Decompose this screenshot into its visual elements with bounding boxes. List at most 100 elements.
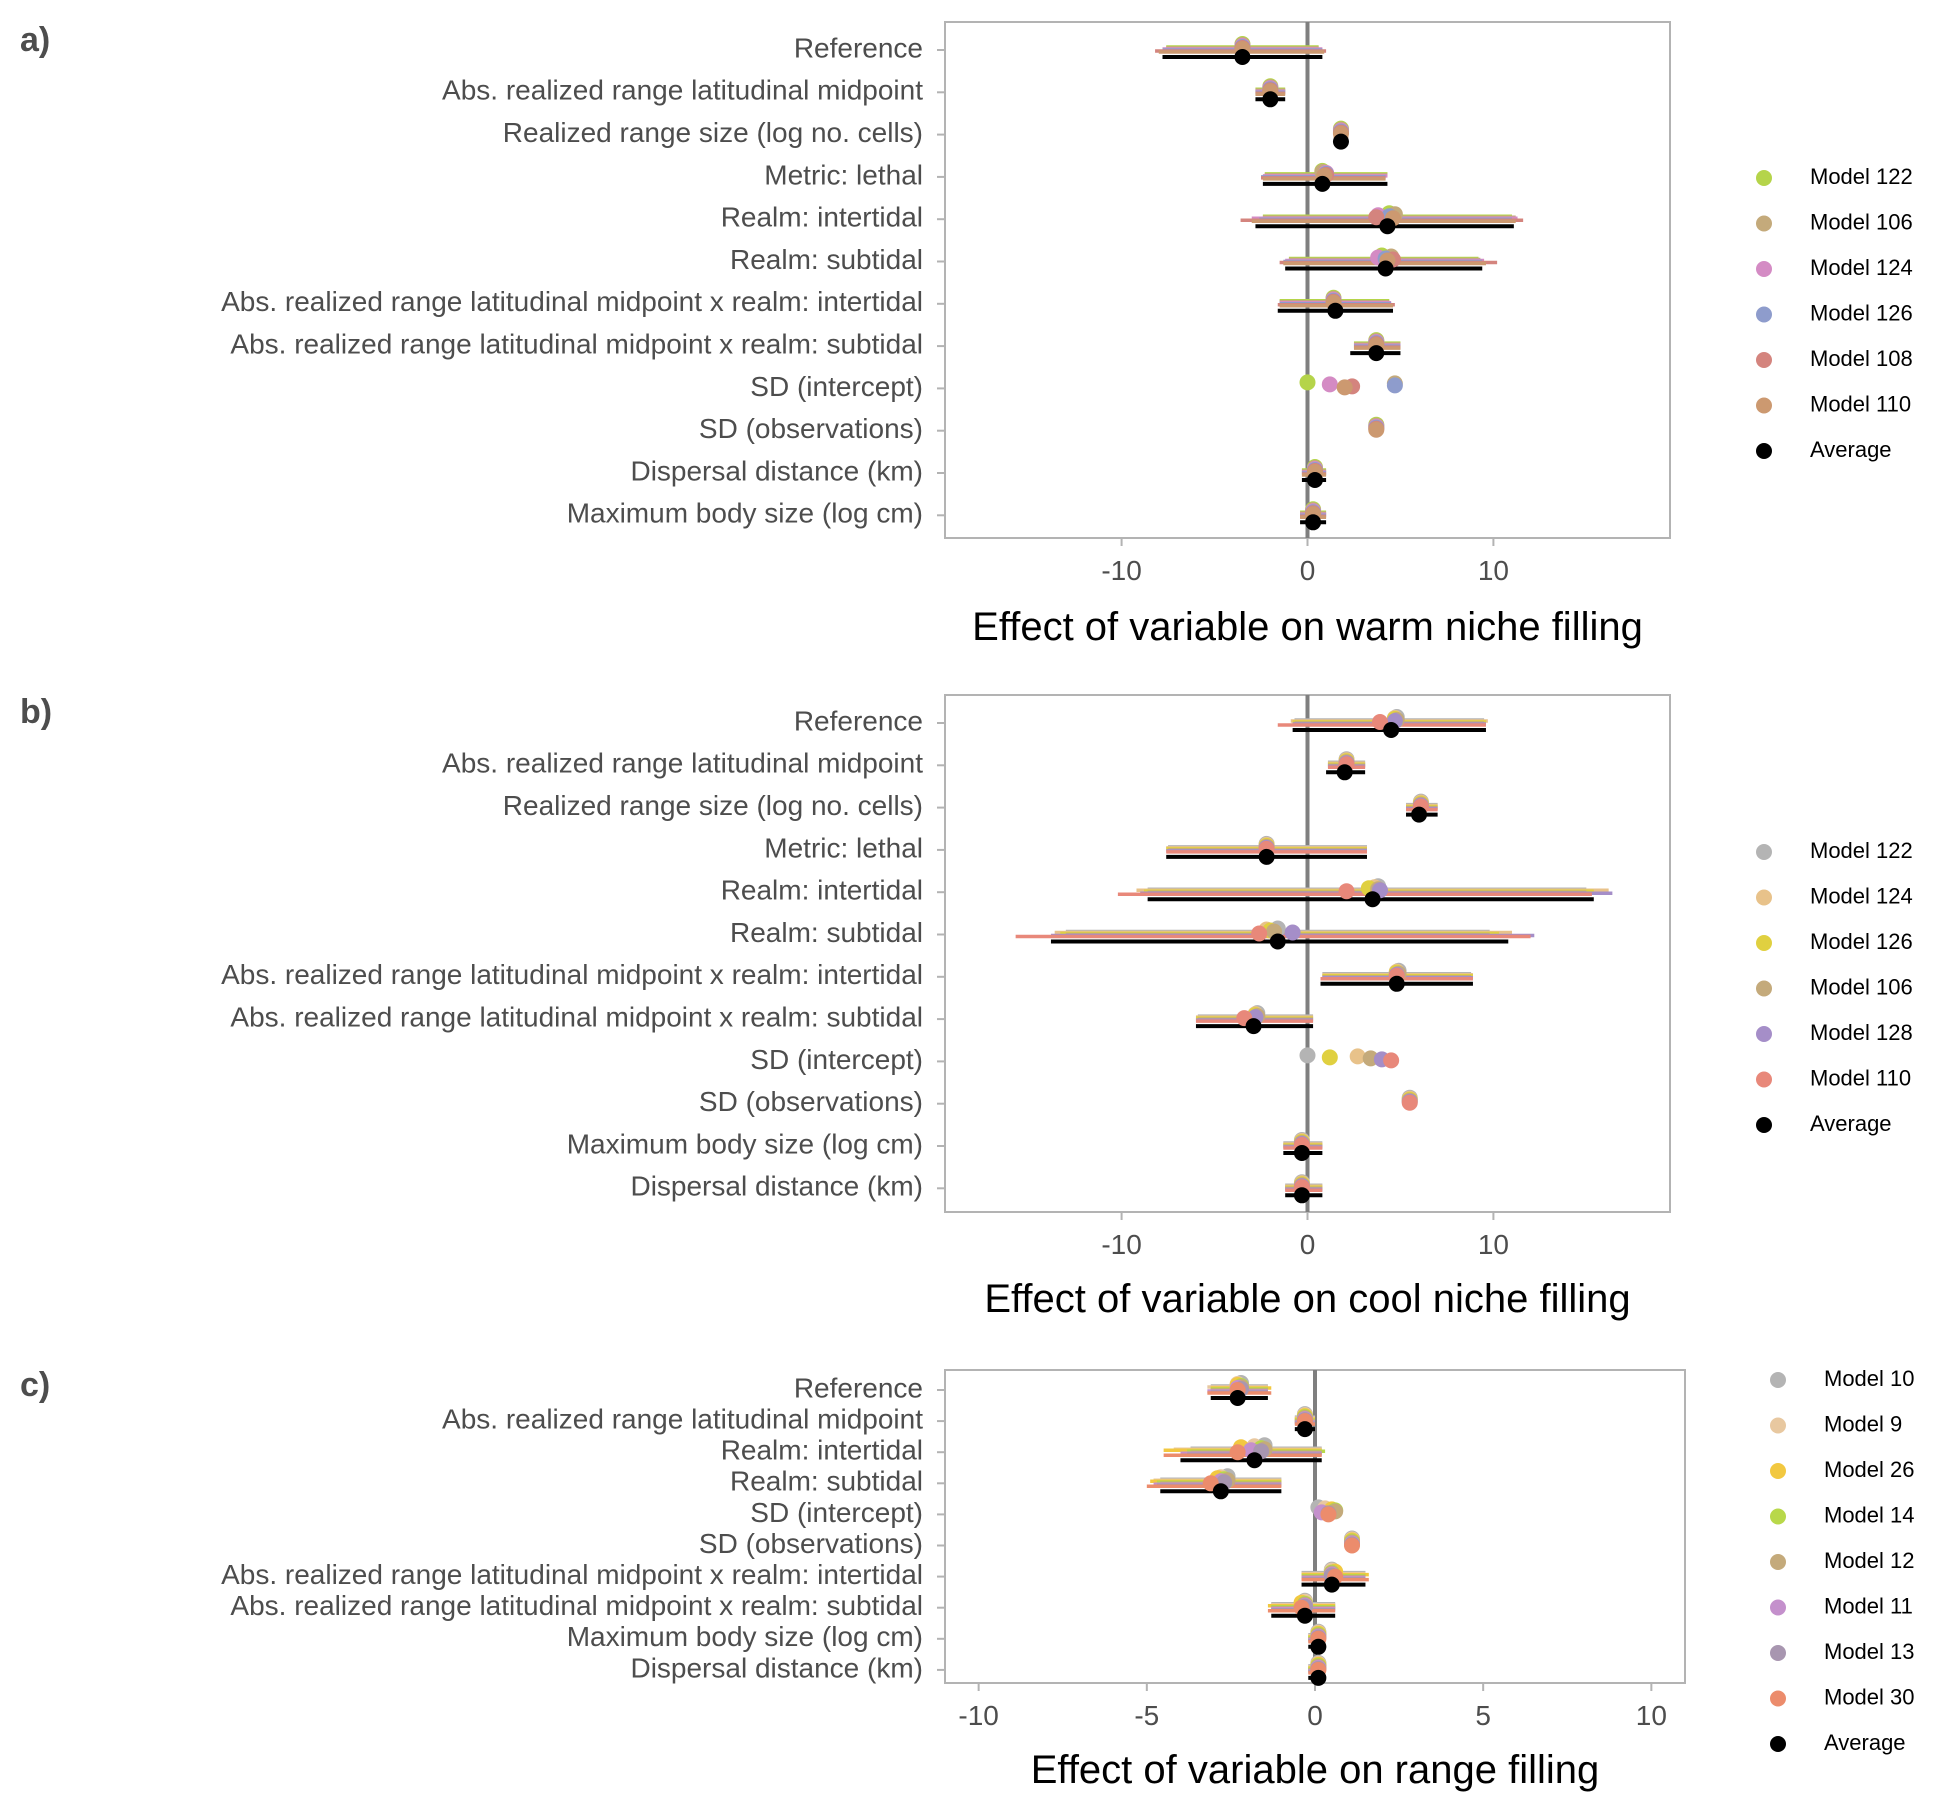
y-tick-label: SD (intercept): [750, 1044, 923, 1075]
legend-key: [1756, 889, 1772, 906]
estimate-point: [1293, 1187, 1310, 1204]
estimate-point: [1349, 1048, 1366, 1065]
estimate-point: [1336, 764, 1353, 781]
estimate-point: [1299, 1047, 1316, 1064]
legend-key: [1770, 1554, 1786, 1570]
estimate-point: [1234, 49, 1251, 65]
estimate-point: [1269, 933, 1286, 950]
legend-key: [1756, 170, 1772, 186]
legend-label: Model 9: [1824, 1411, 1902, 1436]
legend-label: Model 12: [1824, 1548, 1915, 1573]
legend-label: Model 126: [1810, 929, 1913, 954]
y-tick-label: Realized range size (log no. cells): [503, 117, 923, 148]
y-tick-label: Dispersal distance (km): [630, 1171, 923, 1202]
estimate-point: [1368, 421, 1385, 438]
legend-key: [1756, 261, 1772, 277]
estimate-point: [1305, 514, 1322, 531]
estimate-point: [1372, 714, 1388, 730]
legend-label: Model 126: [1810, 300, 1913, 325]
legend-label: Model 30: [1824, 1684, 1915, 1709]
estimate-point: [1364, 891, 1381, 908]
legend-key: [1756, 844, 1772, 860]
y-tick-label: Maximum body size (log cm): [567, 1621, 923, 1652]
x-tick-label: -10: [958, 1700, 998, 1731]
legend-label: Average: [1810, 437, 1892, 462]
x-tick-label: 10: [1478, 555, 1509, 586]
legend-label: Model 10: [1824, 1366, 1915, 1391]
x-tick-label: -5: [1134, 1700, 1159, 1731]
estimate-point: [1246, 1452, 1263, 1469]
y-tick-label: Reference: [794, 705, 923, 736]
y-tick-label: Abs. realized range latitudinal midpoint…: [230, 1590, 923, 1621]
estimate-point: [1314, 175, 1331, 192]
estimate-point: [1377, 260, 1394, 277]
legend-key: [1756, 1026, 1772, 1042]
legend-key: [1756, 397, 1772, 414]
y-tick-label: Realized range size (log no. cells): [503, 790, 923, 821]
legend-label: Model 124: [1810, 255, 1913, 280]
y-tick-label: Abs. realized range latitudinal midpoint: [442, 75, 923, 106]
x-tick-label: 0: [1300, 1229, 1316, 1260]
y-tick-label: SD (intercept): [750, 371, 923, 402]
estimate-point: [1321, 1049, 1338, 1066]
y-tick-label: Realm: intertidal: [721, 1435, 923, 1466]
y-tick-label: Realm: subtidal: [730, 917, 923, 948]
legend-key: [1756, 215, 1772, 232]
y-tick-label: Reference: [794, 1372, 923, 1403]
legend-label: Model 13: [1824, 1639, 1915, 1664]
x-axis-label: Effect of variable on warm niche filling: [972, 605, 1643, 649]
y-tick-label: Dispersal distance (km): [630, 1652, 923, 1683]
y-tick-label: Abs. realized range latitudinal midpoint…: [230, 328, 923, 359]
x-tick-label: 0: [1307, 1700, 1323, 1731]
legend-key: [1756, 1071, 1772, 1088]
y-tick-label: SD (observations): [699, 413, 923, 444]
estimate-point: [1310, 1638, 1327, 1655]
estimate-point: [1212, 1483, 1229, 1500]
legend-label: Model 122: [1810, 164, 1913, 189]
estimate-point: [1386, 377, 1403, 394]
legend-label: Model 110: [1810, 391, 1911, 416]
estimate-point: [1284, 924, 1301, 941]
legend-label: Model 128: [1810, 1020, 1913, 1045]
legend-key: [1756, 306, 1772, 323]
y-tick-label: Abs. realized range latitudinal midpoint…: [221, 959, 923, 990]
y-tick-label: SD (observations): [699, 1086, 923, 1117]
legend-key: [1770, 1736, 1786, 1752]
y-tick-label: Realm: intertidal: [721, 875, 923, 906]
y-tick-label: Realm: intertidal: [721, 202, 923, 233]
y-tick-label: Maximum body size (log cm): [567, 1128, 923, 1159]
legend-key: [1756, 980, 1772, 997]
legend-key: [1770, 1463, 1786, 1479]
estimate-point: [1411, 806, 1428, 823]
estimate-point: [1379, 218, 1396, 235]
estimate-point: [1344, 1537, 1360, 1554]
legend-key: [1770, 1690, 1786, 1707]
x-tick-label: -10: [1101, 1229, 1141, 1260]
x-tick-label: 10: [1636, 1700, 1667, 1731]
estimate-point: [1258, 848, 1275, 865]
y-tick-label: Metric: lethal: [764, 159, 923, 190]
panel-1: b) Reference Abs. realized range latitudin…: [20, 693, 1913, 1321]
estimate-point: [1320, 1506, 1337, 1523]
y-tick-label: Maximum body size (log cm): [567, 498, 923, 529]
y-tick-label: Reference: [794, 32, 923, 63]
estimate-point: [1229, 1444, 1246, 1461]
estimate-point: [1338, 883, 1355, 900]
legend-key: [1770, 1645, 1786, 1661]
y-tick-label: Abs. realized range latitudinal midpoint: [442, 748, 923, 779]
x-tick-label: 0: [1300, 555, 1316, 586]
estimate-point: [1293, 1145, 1310, 1161]
estimate-point: [1296, 1421, 1313, 1438]
estimate-point: [1321, 376, 1338, 393]
y-tick-label: SD (intercept): [750, 1497, 923, 1528]
legend-label: Model 26: [1824, 1457, 1915, 1482]
legend-key: [1770, 1508, 1786, 1525]
estimate-point: [1262, 91, 1279, 108]
y-tick-label: Abs. realized range latitudinal midpoint…: [221, 1559, 923, 1590]
estimate-point: [1368, 209, 1385, 226]
legend-label: Model 108: [1810, 346, 1913, 371]
estimate-point: [1368, 345, 1385, 362]
legend-label: Model 106: [1810, 974, 1913, 999]
estimate-point: [1323, 1576, 1340, 1593]
